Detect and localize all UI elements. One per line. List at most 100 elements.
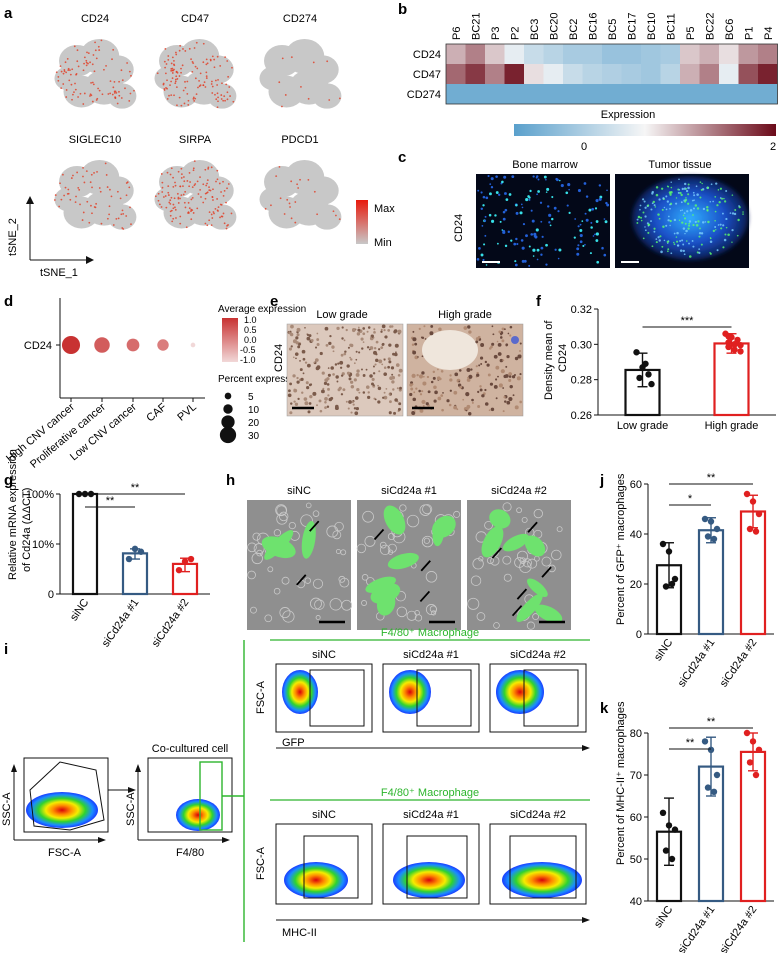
heatmap-col-p4: P4 — [763, 27, 775, 40]
panelF-point — [645, 371, 652, 378]
heatmap-cell — [563, 84, 583, 104]
flow-mhc-ylabel: FSC-A — [255, 846, 267, 880]
heatmap-col-p5: P5 — [685, 27, 697, 40]
heatmap-cell — [524, 44, 544, 64]
panel-b-legend-title: Expression — [601, 109, 655, 121]
size-legend-dot-1 — [223, 404, 233, 414]
tsne-plot-siglec10: SIGLEC10 — [53, 134, 137, 230]
panelF-point — [725, 339, 732, 346]
heatmap-col-p3: P3 — [490, 27, 502, 40]
tsne-plot-cd274: CD274 — [259, 13, 342, 109]
heatmap-cell — [465, 84, 485, 104]
heatmap-cell — [524, 84, 544, 104]
panelJ-ytick-2: 20 — [630, 579, 642, 591]
panel-h-letter: h — [226, 472, 235, 489]
dotplot-dot-0 — [61, 335, 81, 355]
panel-c-ylabel: CD24 — [453, 214, 465, 242]
flow2-title: Co-cultured cell — [152, 743, 228, 755]
heatmap-col-p6: P6 — [451, 27, 463, 40]
heatmap-row-cd274: CD274 — [407, 89, 441, 101]
heatmap-cell — [485, 84, 505, 104]
panel-c-label-tumor: Tumor tissue — [648, 159, 711, 171]
panel-a-letter: a — [4, 5, 13, 22]
panelF-ytick-0: 0.32 — [571, 304, 592, 316]
panel-d-color-title: Average expression — [218, 304, 306, 315]
panelF-point — [725, 333, 732, 340]
flow-mhc-0: siNC — [275, 809, 373, 905]
panelF-point — [731, 341, 738, 348]
panelK-point — [701, 738, 709, 745]
panelJ-point — [668, 580, 676, 588]
panel-d-color-tick-0: 1.0 — [244, 315, 257, 325]
h-label-0: siNC — [287, 485, 311, 497]
panel-e-ylabel: CD24 — [273, 344, 285, 372]
panelF-category-0: Low grade — [617, 420, 668, 432]
panel-a-legend: Max Min — [356, 200, 395, 249]
flow-gfp-0: siNC — [275, 649, 373, 733]
heatmap-cell — [641, 64, 661, 84]
panelJ-point — [752, 528, 760, 535]
panelJ-category-2: siCd24a #2 — [718, 637, 760, 689]
panel-e-high-grade-image — [406, 323, 524, 417]
heatmap-cell — [660, 84, 680, 104]
panelG-point — [125, 555, 133, 563]
flow-mhc-1: siCd24a #1 — [382, 809, 480, 905]
heatmap-cell — [543, 64, 563, 84]
panelK-point — [665, 822, 673, 829]
heatmap-col-bc10: BC10 — [646, 12, 658, 40]
panel-a-tsne-grid: CD24 CD47 CD274 SIGLEC10 SIRPA PDCD1 — [53, 13, 342, 230]
panel-d-color-bar — [222, 318, 238, 362]
panel-b-legend-min: 0 — [581, 141, 587, 153]
panelJ-sig-0: * — [688, 493, 693, 505]
h-label-1: siCd24a #1 — [381, 485, 437, 497]
panel-k-letter: k — [600, 700, 609, 717]
panelJ-point — [746, 525, 754, 533]
heatmap-col-bc2: BC2 — [568, 19, 580, 40]
panel-j-letter: j — [599, 472, 604, 489]
heatmap-cell — [680, 64, 700, 84]
panelJ-point — [707, 518, 715, 525]
flow-gfp-xlabel: GFP — [282, 737, 305, 749]
panelK-point — [746, 759, 754, 766]
panelG-point — [137, 548, 145, 555]
size-legend-label-0: 5 — [248, 392, 254, 403]
panelG-category-1: siCd24a #1 — [100, 597, 142, 649]
heatmap-cell — [680, 84, 700, 104]
panel-d-color-tick-3: -0.5 — [240, 345, 256, 355]
panel-b-legend-max: 2 — [770, 141, 776, 153]
panelF-point — [636, 374, 643, 382]
panel-c-bone-marrow-image — [476, 174, 610, 268]
heatmap-cell — [680, 44, 700, 64]
heatmap-cell — [582, 64, 602, 84]
heatmap-col-bc21: BC21 — [470, 12, 482, 40]
panelG-category-2: siCd24a #2 — [150, 597, 192, 649]
panelK-point — [713, 771, 721, 779]
panelG-point — [75, 490, 83, 498]
panelG-sig-1: ** — [131, 482, 140, 494]
panel-a-color-bar — [356, 200, 368, 244]
heatmap-col-bc5: BC5 — [607, 19, 619, 40]
panelK-point — [659, 809, 667, 816]
panelK-ytick-2: 60 — [630, 812, 642, 824]
panelF-point — [633, 349, 640, 356]
dotplot-dot-2 — [126, 338, 140, 352]
panelJ-point — [659, 540, 667, 548]
panelJ-bar-1 — [697, 529, 725, 636]
size-legend-dot-3 — [219, 426, 237, 444]
heatmap-cell — [563, 44, 583, 64]
heatmap-col-bc22: BC22 — [704, 12, 716, 40]
panel-e-label-high: High grade — [438, 309, 492, 321]
h-image-2 — [467, 500, 571, 630]
tsne-title-cd24: CD24 — [81, 13, 109, 25]
tsne-plot-sirpa: SIRPA — [154, 134, 237, 230]
panelK-ytick-3: 50 — [630, 854, 642, 866]
panel-a-legend-min: Min — [374, 237, 392, 249]
flow-ssc-fsc: SSC-A FSC-A — [1, 757, 136, 859]
flow-mhc-xlabel: MHC-II — [282, 927, 317, 939]
heatmap-cell — [719, 44, 739, 64]
flow1-xlabel: FSC-A — [48, 847, 82, 859]
panelJ-sig-1: ** — [707, 472, 716, 484]
panelK-category-2: siCd24a #2 — [718, 904, 760, 953]
panelF-point — [725, 343, 732, 351]
